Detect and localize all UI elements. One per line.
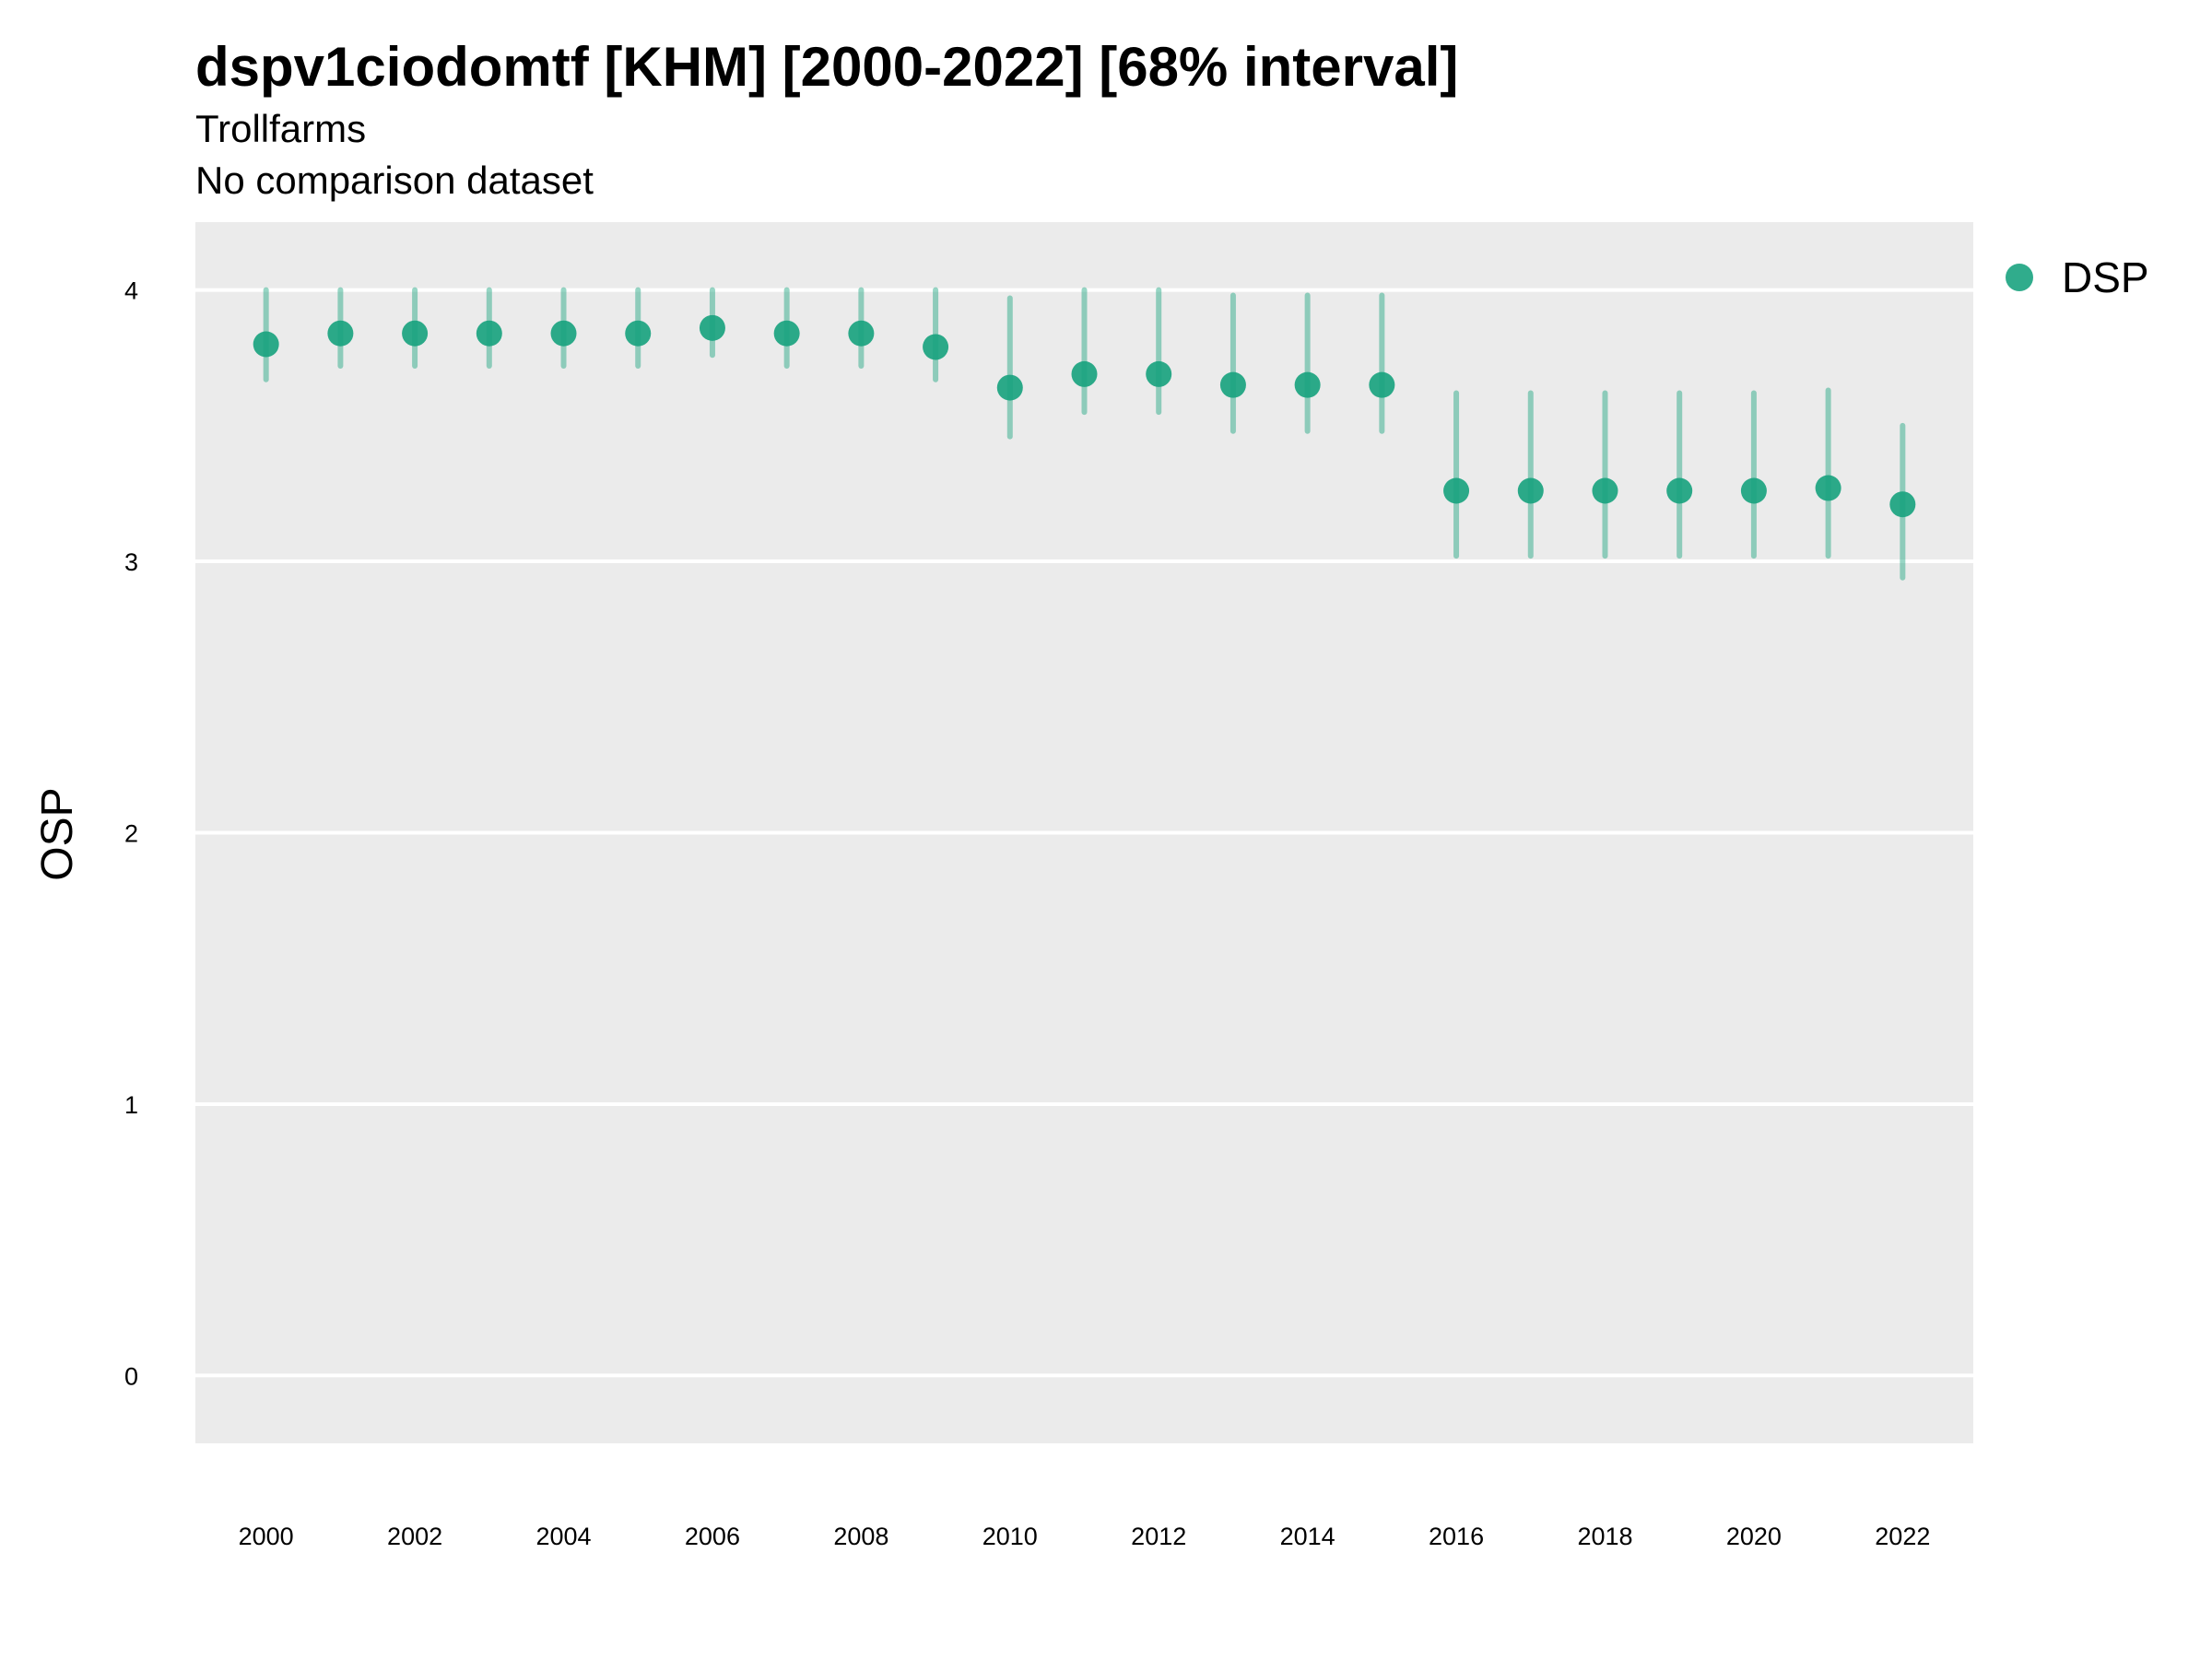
x-axis-ticks: 2000 2002 2004 2006 2008 2010 2012 2014 2016 2018… (239, 1523, 1931, 1550)
y-tick-label-2: 2 (124, 820, 138, 848)
data-point-2020 (1740, 477, 1767, 504)
data-point-2018 (1592, 477, 1618, 504)
x-tick-label-2004: 2004 (535, 1523, 591, 1550)
x-tick-label-2016: 2016 (1429, 1523, 1484, 1550)
data-point-2008 (848, 320, 875, 347)
data-point-2012 (1146, 360, 1172, 387)
x-tick-label-2006: 2006 (685, 1523, 740, 1550)
chart-subtitle-secondary: No comparison dataset (195, 159, 594, 202)
data-point-2021 (1815, 475, 1841, 501)
data-point-2010 (996, 374, 1023, 401)
data-point-2000 (253, 331, 279, 358)
x-tick-label-2012: 2012 (1131, 1523, 1186, 1550)
gridlines (195, 288, 1973, 1378)
data-point-2014 (1294, 371, 1321, 398)
data-point-2006 (699, 314, 725, 341)
data-point-2009 (923, 334, 949, 360)
x-tick-label-2000: 2000 (239, 1523, 294, 1550)
x-tick-label-2014: 2014 (1280, 1523, 1335, 1550)
y-tick-label-1: 1 (124, 1091, 138, 1119)
x-tick-label-2022: 2022 (1875, 1523, 1930, 1550)
data-point-2013 (1219, 371, 1246, 398)
data-point-2022 (1889, 491, 1916, 518)
data-point-2011 (1071, 360, 1098, 387)
y-tick-label-4: 4 (124, 277, 138, 305)
data-point-2004 (550, 320, 577, 347)
data-point-2005 (625, 320, 652, 347)
data-point-2003 (476, 320, 502, 347)
data-point-2019 (1666, 477, 1693, 504)
chart-title: dspv1ciodomtf [KHM] [2000-2022] [68% int… (195, 36, 1459, 98)
data-points (253, 314, 1916, 518)
x-tick-label-2018: 2018 (1577, 1523, 1632, 1550)
data-point-2007 (773, 320, 800, 347)
data-point-2017 (1517, 477, 1544, 504)
y-axis-label: OSP (33, 787, 82, 880)
legend: DSP (2006, 253, 2149, 301)
legend-swatch-dsp (2006, 264, 2033, 291)
y-tick-label-3: 3 (124, 548, 138, 576)
legend-label-dsp: DSP (2062, 253, 2149, 301)
data-point-2015 (1369, 371, 1395, 398)
data-point-2002 (402, 320, 429, 347)
x-tick-label-2020: 2020 (1726, 1523, 1782, 1550)
y-axis-ticks: 0 1 2 3 4 (124, 277, 138, 1391)
x-tick-label-2010: 2010 (982, 1523, 1038, 1550)
y-tick-label-0: 0 (124, 1362, 138, 1390)
x-tick-label-2002: 2002 (387, 1523, 442, 1550)
x-tick-label-2008: 2008 (833, 1523, 888, 1550)
chart-subtitle: Trollfarms (195, 107, 367, 150)
data-point-2001 (327, 320, 354, 347)
data-point-2016 (1443, 477, 1470, 504)
